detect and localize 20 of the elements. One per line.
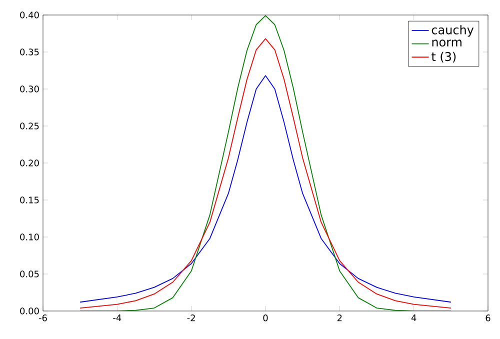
y-tick-label: 0.35 [20, 48, 39, 56]
line-series [80, 75, 452, 303]
y-tick-label: 0.25 [20, 122, 39, 130]
y-tick-label: 0.05 [20, 270, 39, 278]
y-tick-label: 0.20 [20, 160, 39, 166]
x-tick-label: -4 [113, 314, 122, 322]
y-tick-label: 0.10 [20, 234, 39, 240]
y-tick-label: 0.40 [20, 12, 39, 18]
x-tick-label: 6 [486, 314, 490, 322]
y-tick-label: 0.00 [20, 308, 39, 314]
y-tick-label: 0.30 [20, 86, 39, 92]
x-tick-label: 0 [263, 314, 268, 322]
x-tick-label: 2 [337, 314, 342, 322]
x-tick-label: -6 [38, 314, 47, 322]
y-tick-label: 0.15 [20, 196, 39, 204]
x-tick-label: 4 [411, 314, 416, 322]
legend-label: norm [432, 40, 462, 47]
x-tick-label: -2 [187, 314, 195, 322]
legend-label: t (3) [432, 52, 456, 62]
legend-label: cauchy [432, 25, 474, 37]
